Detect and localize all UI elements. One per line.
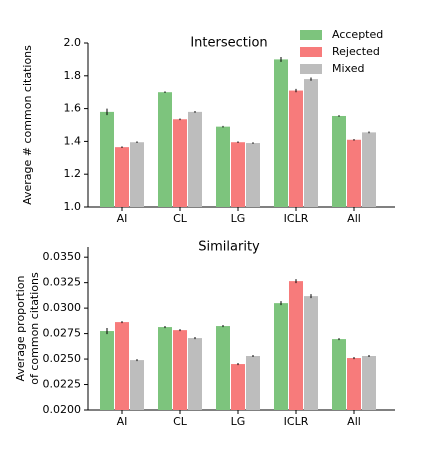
bar [246,356,260,410]
bar [100,331,114,410]
bar [246,143,260,207]
x-tick-label: ICLR [284,415,309,428]
x-tick-label: LG [231,415,246,428]
bar [115,147,129,207]
y-tick-label: 1.2 [64,167,82,180]
bar [216,326,230,410]
y-tick-label: 0.0225 [43,378,82,391]
bar [289,90,303,207]
bar [158,92,172,207]
y-axis-label: of common citations [28,272,41,385]
bar [216,126,230,207]
chart-title: Intersection [190,36,267,51]
bar [362,132,376,207]
y-tick-label: 1.6 [64,102,82,115]
legend-label: Mixed [332,62,364,75]
y-tick-label: 2.0 [64,36,82,49]
y-tick-label: 0.0250 [43,352,82,365]
bar [130,360,144,410]
legend-swatch [300,47,322,57]
legend-label: Rejected [332,45,380,58]
bar [231,364,245,410]
x-tick-label: AI [117,212,128,225]
bar [231,142,245,207]
bar [173,330,187,410]
y-axis-label: Average proportion [14,275,27,381]
bar [158,327,172,410]
bar [347,139,361,207]
bar [130,142,144,207]
y-tick-label: 1.4 [64,134,82,147]
y-tick-label: 1.0 [64,200,82,213]
legend-swatch [300,30,322,40]
bar [188,338,202,410]
y-tick-label: 0.0300 [43,301,82,314]
y-tick-label: 0.0325 [43,276,82,289]
bar [332,339,346,410]
legend-swatch [300,64,322,74]
y-axis-label: Average # common citations [21,45,34,205]
bar [188,111,202,207]
y-tick-label: 0.0275 [43,327,82,340]
x-tick-label: AI [117,415,128,428]
y-tick-label: 0.0200 [43,403,82,416]
bar [347,358,361,410]
bar [304,296,318,410]
x-tick-label: All [347,212,361,225]
bar [304,79,318,207]
x-tick-label: All [347,415,361,428]
x-tick-label: ICLR [284,212,309,225]
chart-title: Similarity [198,240,260,255]
bar [173,119,187,207]
bar [100,111,114,207]
x-tick-label: CL [173,415,188,428]
bar [115,322,129,410]
x-tick-label: LG [231,212,246,225]
bar [274,59,288,208]
bar [332,115,346,207]
x-tick-label: CL [173,212,188,225]
bar [362,356,376,410]
legend-label: Accepted [332,28,383,41]
y-tick-label: 1.8 [64,69,82,82]
bar [289,281,303,410]
bar [274,303,288,410]
y-tick-label: 0.0350 [43,250,82,263]
